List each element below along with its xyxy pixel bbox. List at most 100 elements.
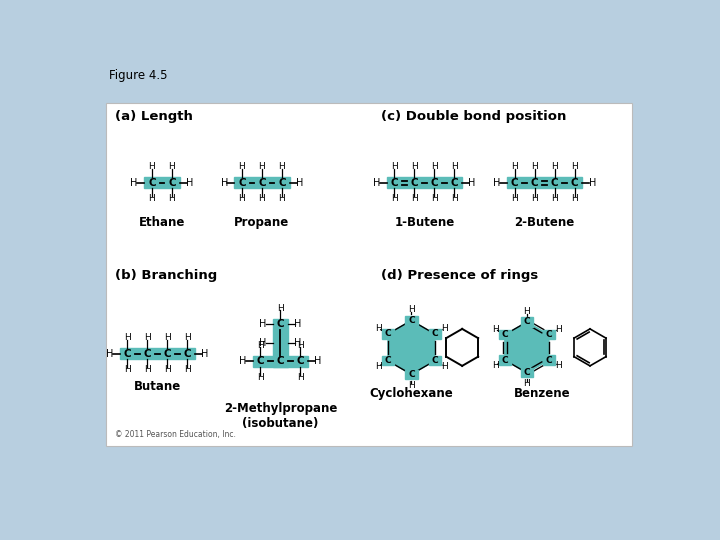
Text: H: H — [492, 325, 499, 334]
Text: H: H — [531, 194, 538, 203]
Text: H: H — [375, 324, 382, 333]
Text: C: C — [148, 178, 156, 187]
Text: H: H — [373, 178, 380, 187]
Bar — [405, 370, 418, 379]
Text: C: C — [431, 178, 438, 187]
Text: H: H — [144, 365, 150, 374]
Text: Butane: Butane — [134, 381, 181, 394]
Bar — [499, 330, 511, 339]
Text: H: H — [297, 373, 304, 382]
Text: H: H — [130, 178, 138, 187]
Text: H: H — [511, 162, 518, 171]
Text: (c) Double bond position: (c) Double bond position — [381, 110, 566, 123]
Bar — [273, 319, 288, 367]
Text: C: C — [502, 330, 508, 339]
Text: C: C — [184, 348, 191, 359]
Bar — [382, 329, 394, 339]
Text: C: C — [431, 329, 438, 339]
Text: H: H — [391, 162, 397, 171]
Text: (a) Length: (a) Length — [115, 110, 193, 123]
Text: H: H — [168, 194, 175, 203]
Text: H: H — [391, 194, 397, 203]
Text: C: C — [143, 348, 151, 359]
Text: H: H — [469, 178, 476, 187]
Text: C: C — [551, 178, 559, 187]
Text: C: C — [410, 178, 418, 187]
Text: H: H — [411, 194, 418, 203]
Text: C: C — [510, 178, 518, 187]
Text: H: H — [555, 361, 562, 370]
Bar — [507, 177, 582, 188]
Text: C: C — [384, 356, 392, 366]
Text: (d) Presence of rings: (d) Presence of rings — [381, 269, 538, 282]
Text: H: H — [186, 178, 193, 187]
Text: C: C — [384, 329, 392, 339]
Text: C: C — [258, 178, 266, 187]
Text: H: H — [492, 361, 499, 370]
Text: (b) Branching: (b) Branching — [115, 269, 217, 282]
Text: H: H — [238, 162, 246, 171]
Text: H: H — [441, 362, 447, 371]
Bar — [405, 316, 418, 325]
Text: H: H — [184, 333, 191, 342]
Text: H: H — [552, 194, 558, 203]
Text: C: C — [256, 356, 264, 366]
Text: H: H — [106, 348, 113, 359]
Text: H: H — [148, 162, 156, 171]
Text: Benzene: Benzene — [514, 387, 570, 400]
Bar — [387, 177, 462, 188]
Text: H: H — [531, 162, 538, 171]
Text: H: H — [294, 319, 302, 329]
Bar — [543, 355, 555, 364]
Text: C: C — [238, 178, 246, 187]
Text: C: C — [408, 370, 415, 379]
Bar — [120, 348, 195, 359]
Text: C: C — [168, 178, 176, 187]
Text: H: H — [238, 194, 246, 203]
Text: C: C — [297, 356, 305, 366]
Text: H: H — [411, 162, 418, 171]
Text: C: C — [408, 316, 415, 325]
Polygon shape — [505, 322, 549, 373]
Text: Cyclohexane: Cyclohexane — [369, 387, 453, 400]
Text: H: H — [258, 194, 266, 203]
Bar — [253, 356, 308, 367]
Text: H: H — [408, 305, 415, 314]
Text: H: H — [259, 319, 266, 329]
Text: H: H — [571, 162, 578, 171]
Text: H: H — [257, 341, 264, 349]
Text: C: C — [546, 356, 552, 364]
Text: H: H — [552, 162, 558, 171]
Bar — [499, 355, 511, 364]
Text: H: H — [571, 194, 578, 203]
Text: Ethane: Ethane — [139, 215, 185, 229]
Text: H: H — [164, 365, 171, 374]
Text: H: H — [297, 341, 304, 349]
Text: H: H — [279, 194, 285, 203]
Text: 2-Methylpropane
(isobutane): 2-Methylpropane (isobutane) — [224, 402, 337, 430]
Text: C: C — [390, 178, 398, 187]
Text: © 2011 Pearson Education, Inc.: © 2011 Pearson Education, Inc. — [115, 430, 235, 440]
Text: H: H — [239, 356, 246, 366]
FancyBboxPatch shape — [106, 103, 632, 446]
Text: H: H — [441, 324, 447, 333]
Bar — [382, 356, 394, 366]
Text: H: H — [589, 178, 596, 187]
Text: H: H — [277, 303, 284, 313]
Text: C: C — [451, 178, 459, 187]
Text: H: H — [296, 178, 303, 187]
Text: H: H — [451, 194, 458, 203]
Text: H: H — [431, 194, 438, 203]
Text: H: H — [144, 333, 150, 342]
Text: 1-Butene: 1-Butene — [395, 215, 454, 229]
Text: H: H — [164, 333, 171, 342]
Bar — [521, 368, 533, 377]
Polygon shape — [388, 320, 435, 374]
Text: H: H — [431, 162, 438, 171]
Bar — [234, 177, 289, 188]
Text: Figure 4.5: Figure 4.5 — [109, 69, 167, 82]
Bar — [428, 329, 441, 339]
Text: H: H — [220, 178, 228, 187]
Text: C: C — [531, 178, 539, 187]
Text: C: C — [523, 368, 530, 377]
